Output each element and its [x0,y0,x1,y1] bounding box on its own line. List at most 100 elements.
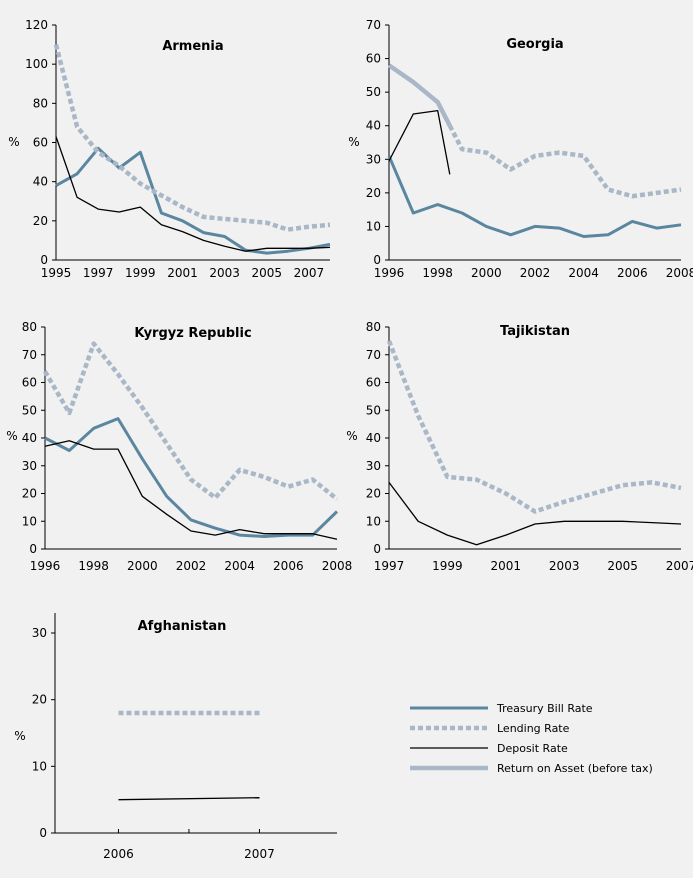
y-tick-label: 0 [39,826,47,840]
chart-georgia: 0 10 20 30 40 50 60 70 1996 1998 2000 2002 2004 2006 2… [348,18,693,280]
y-tick-label: 20 [366,487,381,501]
y-tick-label: 0 [40,253,48,267]
y-tick-label: 20 [22,487,37,501]
x-tick-label: 1999 [125,266,156,280]
y-tick-label: 120 [25,18,48,32]
series-deposit-line [118,797,260,801]
y-tick-label: 60 [366,52,381,66]
y-tick-label: 30 [366,459,381,473]
y-tick-label: 0 [29,542,37,556]
x-tick-label: 2008 [322,559,353,573]
x-tick-label: 2007 [294,266,325,280]
chart-kyrgyz: 0 10 20 30 40 50 60 70 80 1996 1998 2000 2002 2004 200… [6,320,352,573]
x-tick-label: 2000 [471,266,502,280]
series-tbill-line [387,155,682,238]
series-deposit-line [44,440,338,540]
chart-tajikistan: 0 10 20 30 40 50 60 70 80 1997 1999 2001 2003 2005 200… [346,320,693,573]
y-tick-label: 60 [33,136,48,150]
x-tick-label: 1996 [30,559,61,573]
chart-title: Armenia [162,39,223,54]
x-tick-label: 2005 [251,266,282,280]
y-tick-label: 20 [366,186,381,200]
series-roa-line [387,63,452,127]
x-tick-label: 2008 [666,266,693,280]
x-tick-label: 2006 [103,847,134,861]
x-tick-label: 1995 [41,266,72,280]
x-tick-label: 1998 [78,559,109,573]
y-tick-label: 10 [32,759,47,773]
x-tick-label: 2003 [209,266,240,280]
x-tick-label: 2003 [549,559,580,573]
y-tick-label: 10 [366,219,381,233]
chart-title: Tajikistan [500,324,570,339]
series-lending-line [386,340,682,514]
x-tick-label: 2000 [127,559,158,573]
chart-armenia: 0 20 40 60 80 100 120 1995 1997 1999 2001 2003 2005 2… [8,18,331,280]
y-tick-label: 70 [366,348,381,362]
legend-label-tbill: Treasury Bill Rate [496,702,593,715]
x-tick-label: 2007 [244,847,275,861]
x-tick-label: 1996 [374,266,405,280]
x-tick-label: 2004 [568,266,599,280]
y-tick-label: 80 [33,96,48,110]
y-tick-label: 70 [366,18,381,32]
x-tick-label: 2006 [617,266,648,280]
y-tick-label: 40 [366,119,381,133]
y-tick-label: 40 [366,431,381,445]
x-tick-label: 2002 [520,266,551,280]
chart-title: Afghanistan [138,619,227,634]
series-deposit-line [55,136,331,252]
x-tick-label: 2005 [607,559,638,573]
y-axis-label: % [6,429,17,443]
chart-afghanistan: 0 10 20 30 2006 2007 Afghanistan% [14,613,337,861]
x-tick-label: 1998 [422,266,453,280]
y-axis-label: % [14,729,25,743]
chart-title: Kyrgyz Republic [134,326,251,341]
legend: Treasury Bill Rate Lending Rate Deposit Ra… [410,702,653,775]
series-lending-line [43,341,339,501]
x-tick-label: 2006 [273,559,304,573]
y-tick-label: 70 [22,348,37,362]
chart-title: Georgia [506,37,563,52]
y-tick-label: 40 [22,431,37,445]
legend-label-deposit: Deposit Rate [497,742,568,755]
y-tick-label: 30 [366,152,381,166]
series-lending-line [53,44,331,232]
series-tbill-line [55,146,331,255]
y-tick-label: 10 [366,514,381,528]
y-tick-label: 100 [25,57,48,71]
x-tick-label: 2004 [224,559,255,573]
y-tick-label: 0 [373,542,381,556]
y-tick-label: 0 [373,253,381,267]
x-tick-label: 1999 [432,559,463,573]
y-tick-label: 20 [32,693,47,707]
x-tick-label: 2002 [176,559,207,573]
y-tick-label: 80 [366,320,381,334]
y-tick-label: 50 [366,403,381,417]
y-tick-label: 50 [22,403,37,417]
y-axis-label: % [346,429,357,443]
y-tick-label: 60 [366,376,381,390]
x-tick-label: 2001 [491,559,522,573]
series-deposit-line [388,482,682,546]
x-tick-label: 1997 [374,559,405,573]
series-deposit-line [388,109,451,175]
series-lending-line [447,124,682,199]
y-tick-label: 50 [366,85,381,99]
x-tick-label: 1997 [83,266,114,280]
y-axis-label: % [8,135,19,149]
x-tick-label: 2001 [167,266,198,280]
y-tick-label: 40 [33,175,48,189]
legend-label-roa: Return on Asset (before tax) [497,762,653,775]
y-axis-label: % [348,135,359,149]
y-tick-label: 80 [22,320,37,334]
y-tick-label: 10 [22,514,37,528]
y-tick-label: 30 [32,626,47,640]
y-tick-label: 20 [33,214,48,228]
series-tbill-line [44,417,339,538]
legend-label-lending: Lending Rate [497,722,570,735]
x-tick-label: 2007 [666,559,693,573]
y-tick-label: 60 [22,376,37,390]
y-tick-label: 30 [22,459,37,473]
